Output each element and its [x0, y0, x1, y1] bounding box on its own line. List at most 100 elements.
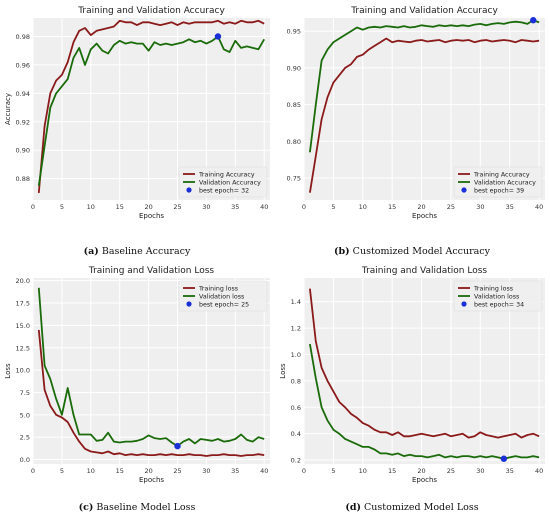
x-tick-label: 25	[173, 203, 181, 211]
y-axis-ticks: 0.88 0.90 0.92 0.94 0.96 0.98	[16, 33, 30, 183]
y-tick-label: 0.88	[16, 175, 30, 183]
y-tick-label: 0.92	[16, 118, 30, 126]
best-epoch-point	[214, 33, 222, 40]
chart-title: Training and Validation Loss	[361, 266, 488, 276]
x-tick-label: 35	[506, 203, 514, 211]
x-tick-label: 0	[302, 467, 306, 475]
y-tick-label: 7.5	[20, 389, 30, 397]
caption-text: Customized Model Loss	[361, 502, 479, 513]
caption-letter: (b)	[334, 246, 350, 257]
legend-entry: Validation loss	[474, 293, 519, 300]
x-axis-label: Epochs	[139, 476, 164, 484]
x-tick-label: 25	[447, 467, 455, 475]
x-tick-label: 5	[331, 467, 335, 475]
x-tick-label: 15	[388, 467, 396, 475]
series-line-training	[309, 37, 540, 193]
x-axis-ticks: 0 5 10 15 20 25 30 35 40	[302, 467, 543, 475]
y-tick-label: 0.2	[291, 457, 301, 465]
y-axis-label: Loss	[4, 363, 12, 379]
legend-best-marker	[186, 187, 192, 193]
x-tick-label: 5	[60, 467, 64, 475]
legend-entry: Validation loss	[199, 293, 244, 300]
caption-text: Customized Model Accuracy	[350, 246, 491, 257]
legend-best-marker	[461, 187, 467, 193]
chart-panel-1: 0.88 0.90 0.92 0.94 0.96 0.98 0 5 10 15 20 25 30 35 40…	[4, 6, 270, 257]
y-axis-ticks: 0.2 0.4 0.6 0.8 1.0 1.2 1.4	[291, 298, 301, 464]
legend-box	[453, 280, 543, 312]
best-epoch-point	[174, 442, 181, 450]
x-tick-label: 35	[231, 467, 239, 475]
x-tick-label: 40	[260, 203, 268, 211]
x-tick-label: 10	[359, 203, 367, 211]
y-tick-label: 0.80	[287, 138, 301, 146]
y-tick-label: 0.6	[291, 404, 301, 412]
x-tick-label: 5	[331, 203, 335, 211]
y-tick-label: 0.95	[287, 28, 301, 36]
caption-letter: (a)	[84, 246, 99, 257]
y-axis-label: Loss	[279, 363, 287, 379]
y-tick-label: 15.0	[16, 322, 30, 330]
series-line-validation	[37, 287, 265, 448]
x-tick-label: 0	[31, 467, 35, 475]
legend-entry: Training Accuracy	[473, 171, 530, 178]
x-axis-label: Epochs	[412, 476, 437, 484]
legend-entry: Training loss	[198, 285, 238, 292]
y-axis-ticks: 0.0 2.5 5.0 7.5 10.0 12.5 15.0 17.5 20.0	[16, 277, 30, 464]
caption-text: Baseline Accuracy	[99, 246, 191, 257]
series-line-validation	[37, 35, 265, 186]
x-tick-label: 10	[87, 467, 95, 475]
panel-caption: (a) Baseline Accuracy	[84, 246, 191, 257]
x-axis-ticks: 0 5 10 15 20 25 30 35 40	[31, 203, 268, 211]
legend-entry: Training loss	[473, 285, 513, 292]
x-tick-label: 20	[417, 467, 425, 475]
y-tick-label: 0.98	[16, 33, 30, 41]
chart-title: Training and Validation Loss	[88, 266, 215, 276]
x-tick-label: 30	[476, 203, 484, 211]
x-axis-ticks: 0 5 10 15 20 25 30 35 40	[302, 203, 543, 211]
x-tick-label: 15	[388, 203, 396, 211]
chart-panel-2: 0.75 0.80 0.85 0.90 0.95 0 5 10 15 20 25 30 35 40 Trai…	[287, 6, 545, 257]
panel-caption: (b) Customized Model Accuracy	[334, 246, 491, 257]
panel-caption: (d) Customized Model Loss	[345, 502, 478, 513]
series-line-training	[309, 288, 540, 439]
legend-best-marker	[461, 301, 467, 307]
caption-text: Baseline Model Loss	[93, 502, 195, 513]
legend-box	[178, 280, 268, 312]
legend-entry: Validation Accuracy	[474, 179, 536, 186]
x-tick-label: 15	[116, 467, 124, 475]
x-tick-label: 10	[359, 467, 367, 475]
x-tick-label: 25	[447, 203, 455, 211]
x-tick-label: 10	[87, 203, 95, 211]
y-tick-label: 1.4	[291, 298, 301, 306]
caption-letter: (c)	[79, 502, 94, 513]
y-tick-label: 0.75	[287, 174, 301, 182]
chart-panel-3: 0.0 2.5 5.0 7.5 10.0 12.5 15.0 17.5 20.0 0 5 10 15 20…	[4, 266, 270, 513]
x-axis-label: Epochs	[412, 212, 437, 220]
y-tick-label: 0.85	[287, 101, 301, 109]
x-tick-label: 40	[535, 203, 543, 211]
y-tick-label: 0.4	[291, 430, 301, 438]
x-tick-label: 30	[476, 467, 484, 475]
series-line-training	[37, 19, 265, 193]
y-tick-label: 20.0	[16, 277, 30, 285]
y-tick-label: 0.94	[16, 90, 30, 98]
caption-letter: (d)	[345, 502, 361, 513]
x-tick-label: 20	[144, 467, 152, 475]
x-tick-label: 35	[506, 467, 514, 475]
x-tick-label: 40	[260, 467, 268, 475]
y-tick-label: 1.2	[291, 325, 301, 333]
y-tick-label: 1.0	[291, 351, 301, 359]
legend-box	[453, 166, 543, 198]
best-epoch-point	[500, 455, 508, 462]
x-tick-label: 0	[302, 203, 306, 211]
legend-entry: best epoch= 39	[474, 187, 524, 194]
x-tick-label: 20	[417, 203, 425, 211]
x-axis-ticks: 0 5 10 15 20 25 30 35 40	[31, 467, 268, 475]
panel-caption: (c) Baseline Model Loss	[79, 502, 196, 513]
y-tick-label: 17.5	[16, 300, 30, 308]
y-tick-label: 0.8	[291, 377, 301, 385]
